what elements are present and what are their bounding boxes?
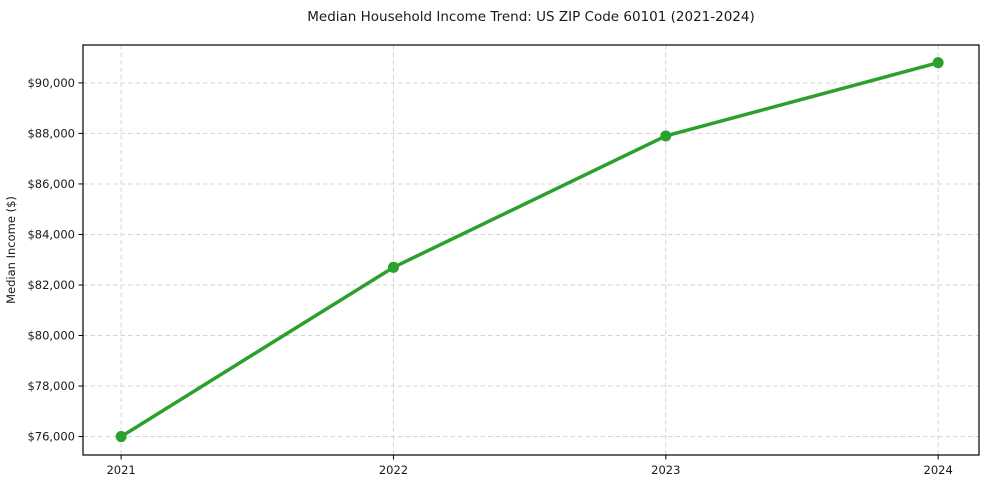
- data-point-marker: [932, 57, 944, 69]
- y-tick-label: $76,000: [27, 430, 75, 444]
- axis-layer: $76,000 $78,000 $80,000 $82,000 $84,000 $86,0…: [27, 44, 980, 477]
- y-tick-label: $88,000: [27, 126, 75, 140]
- chart-title: Median Household Income Trend: US ZIP Co…: [307, 9, 755, 25]
- plot-border: [82, 44, 980, 456]
- grid-layer: [83, 45, 979, 455]
- data-point-marker: [660, 130, 672, 142]
- y-tick-label: $86,000: [27, 177, 75, 191]
- y-tick-label: $82,000: [27, 278, 75, 292]
- data-point-marker: [115, 431, 127, 443]
- y-tick-label: $84,000: [27, 227, 75, 241]
- x-tick-label: 2022: [379, 463, 408, 477]
- x-tick-label: 2021: [106, 463, 135, 477]
- plot-layer: [115, 57, 944, 443]
- y-tick-label: $78,000: [27, 379, 75, 393]
- y-tick-label: $80,000: [27, 329, 75, 343]
- x-tick-label: 2023: [651, 463, 680, 477]
- y-axis-label: Median Income ($): [4, 196, 18, 304]
- x-tick-label: 2024: [924, 463, 953, 477]
- trend-line: [119, 60, 940, 439]
- data-point-marker: [387, 261, 399, 273]
- y-tick-label: $90,000: [27, 76, 75, 90]
